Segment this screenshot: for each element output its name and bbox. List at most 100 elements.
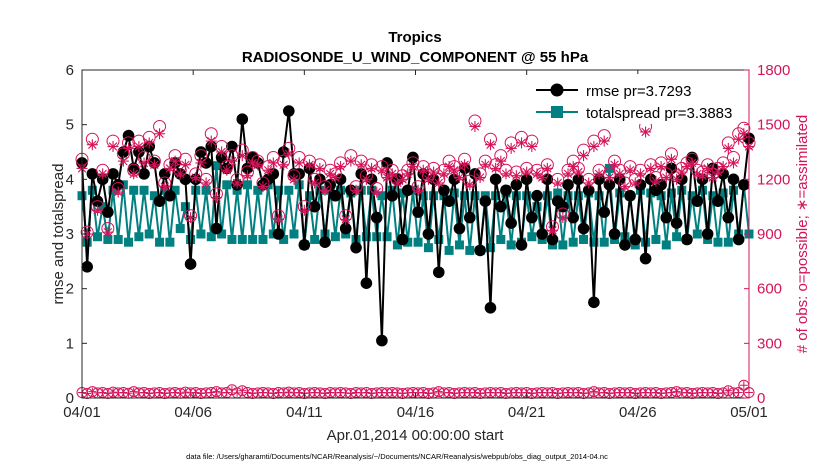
rmse-marker — [531, 189, 543, 202]
assimilated-star-stroke — [232, 178, 242, 188]
rmse-marker — [401, 184, 414, 197]
assimilated-star-stroke — [403, 169, 412, 179]
spread-marker — [532, 202, 542, 212]
rmse-marker — [412, 206, 424, 218]
surface-assimilated-marker — [734, 388, 743, 397]
rmse-marker — [432, 266, 445, 279]
spread-marker — [434, 234, 444, 244]
assimilated-star-stroke — [486, 140, 495, 149]
assimilated-star-stroke — [620, 182, 630, 191]
assimilated-marker — [340, 213, 352, 225]
y-right-tick-label: 1500 — [757, 117, 790, 134]
rmse-marker — [489, 173, 502, 186]
assimilated-marker — [500, 168, 512, 180]
assimilated-star-stroke — [739, 129, 749, 139]
spread-marker — [222, 180, 232, 190]
assimilated-star-stroke — [450, 165, 459, 175]
spread-marker — [237, 234, 247, 244]
assimilated-marker — [272, 213, 284, 225]
assimilated-marker — [583, 177, 595, 189]
assimilated-star-stroke — [212, 193, 221, 202]
rmse-marker — [376, 334, 388, 347]
assimilated-star-stroke — [651, 176, 661, 186]
assimilated-marker — [247, 157, 259, 169]
rmse-marker — [474, 244, 486, 257]
assimilated-marker — [572, 166, 584, 178]
assimilated-star-stroke — [605, 173, 614, 182]
assimilated-star-stroke — [356, 160, 366, 169]
assimilated-marker — [216, 146, 228, 158]
spread-marker — [687, 191, 697, 201]
assimilated-star-stroke — [372, 187, 381, 197]
x-tick-label: 04/06 — [174, 404, 212, 421]
assimilated-marker — [355, 159, 367, 171]
y-right-tick-label: 300 — [757, 335, 782, 352]
rmse-marker — [546, 233, 559, 246]
spread-marker — [398, 188, 408, 198]
assimilated-marker — [262, 164, 274, 176]
rmse-marker — [112, 179, 124, 191]
assimilated-star-stroke — [222, 165, 232, 175]
spread-marker — [708, 191, 718, 201]
spread-marker — [186, 234, 196, 244]
assimilated-marker — [402, 168, 414, 180]
rmse-marker — [386, 189, 399, 202]
rmse-marker — [738, 179, 750, 191]
rmse-marker — [732, 233, 745, 246]
x-axis-label: Apr.01,2014 00:00:00 start — [327, 427, 505, 444]
spread-marker — [465, 245, 475, 255]
rmse-marker — [122, 129, 135, 142]
spread-marker — [697, 185, 707, 195]
spread-marker — [604, 163, 614, 173]
assimilated-marker — [107, 141, 119, 153]
rmse-marker — [598, 206, 611, 218]
spread-marker — [615, 188, 625, 198]
assimilated-marker — [422, 173, 434, 185]
rmse-marker — [660, 211, 673, 224]
spread-marker — [506, 240, 516, 250]
spread-marker — [93, 232, 103, 242]
assimilated-star-stroke — [124, 144, 133, 153]
rmse-marker — [526, 211, 538, 224]
assimilated-marker — [428, 166, 440, 178]
rmse-marker — [329, 189, 342, 202]
assimilated-marker — [412, 184, 424, 196]
y-right-tick-label: 1200 — [757, 171, 790, 188]
spread-marker — [149, 191, 159, 201]
spread-marker — [641, 237, 651, 247]
assimilated-marker — [521, 166, 533, 178]
assimilated-marker — [278, 159, 290, 171]
assimilated-star-stroke — [119, 156, 128, 166]
assimilated-marker — [526, 141, 538, 153]
rmse-marker — [370, 211, 383, 224]
x-tick-label: 04/16 — [397, 404, 435, 421]
rmse-marker — [655, 179, 667, 191]
spread-marker — [165, 237, 175, 247]
assimilated-marker — [123, 142, 135, 154]
rmse-marker — [453, 222, 466, 235]
spread-marker — [155, 237, 165, 247]
spread-marker — [336, 185, 346, 195]
assimilated-marker — [164, 162, 176, 174]
assimilated-star-stroke — [568, 162, 578, 171]
spread-marker — [672, 232, 682, 242]
assimilated-star-stroke — [93, 206, 102, 215]
assimilated-star-stroke — [98, 169, 107, 179]
chart-subtitle: RADIOSONDE_U_WIND_COMPONENT @ 55 hPa — [242, 49, 589, 66]
legend-spread-marker — [551, 106, 563, 118]
spread-marker — [403, 237, 413, 247]
spread-marker — [248, 234, 258, 244]
assimilated-star-stroke — [320, 186, 330, 195]
spread-marker — [579, 234, 589, 244]
assimilated-marker — [438, 168, 450, 180]
assimilated-marker — [650, 175, 662, 187]
rmse-marker — [567, 211, 580, 224]
y-right-tick-label: 600 — [757, 281, 782, 298]
assimilated-marker — [190, 172, 202, 184]
x-tick-label: 04/21 — [508, 404, 546, 421]
assimilated-star-stroke — [579, 151, 588, 160]
assimilated-star-stroke — [253, 160, 263, 169]
assimilated-marker — [283, 148, 295, 160]
y-right-tick-label: 0 — [757, 390, 765, 407]
assimilated-marker — [293, 157, 305, 169]
